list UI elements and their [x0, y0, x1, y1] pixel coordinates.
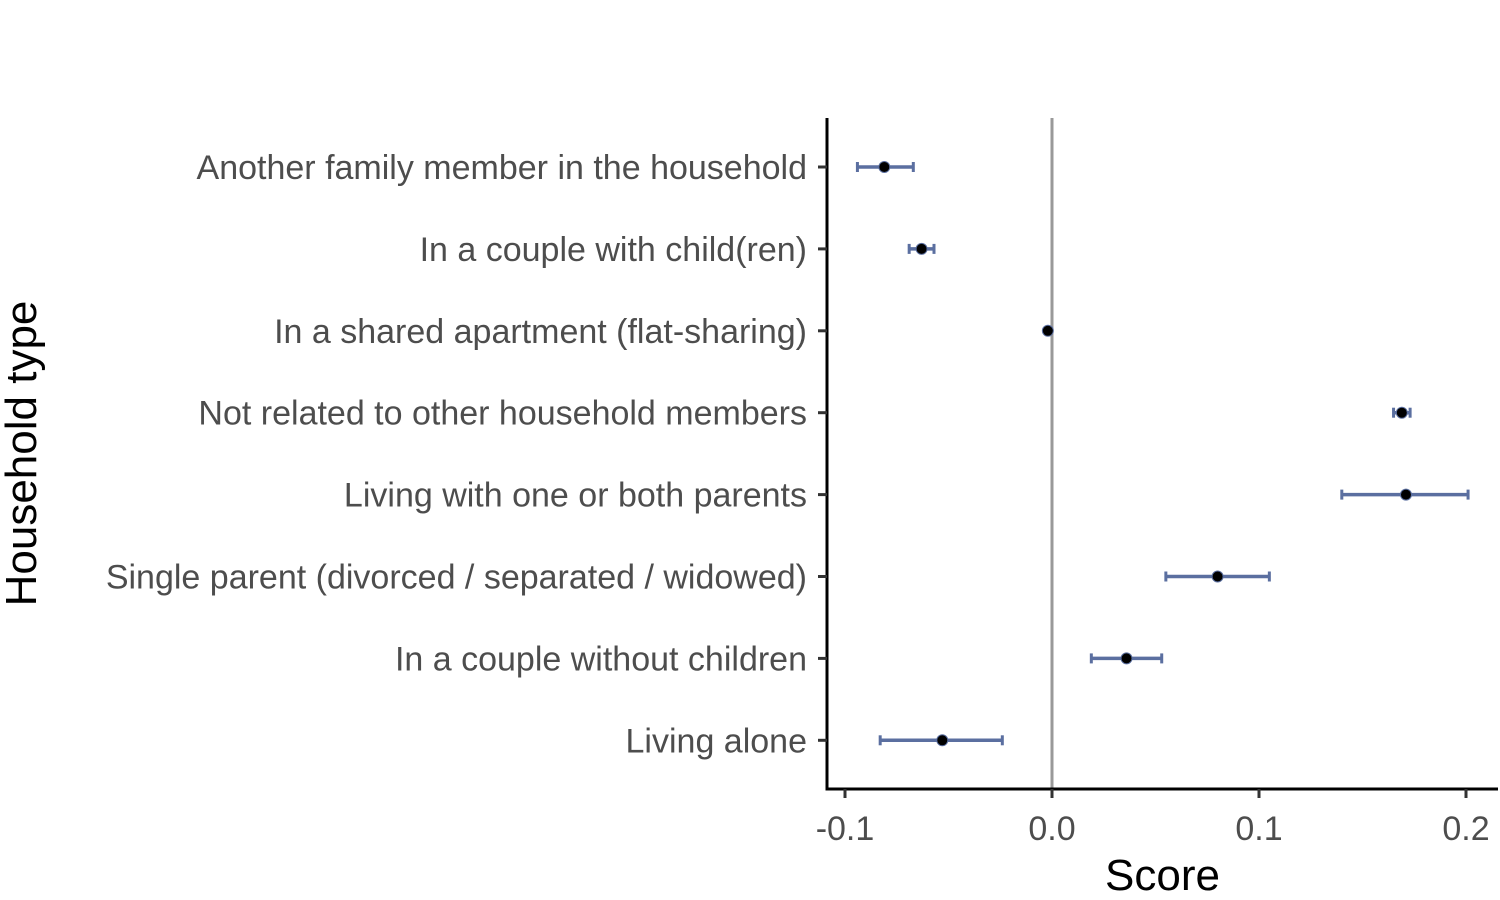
point-estimate: [1120, 652, 1133, 665]
y-tick-layer: Another family member in the household In…: [106, 149, 827, 760]
y-tick-label: Not related to other household members: [198, 395, 807, 433]
point-estimate: [936, 734, 949, 747]
point-estimate: [1399, 488, 1412, 501]
point-estimate: [1211, 570, 1224, 583]
point-estimate: [1395, 406, 1408, 419]
x-axis-title: Score: [1105, 851, 1220, 900]
x-tick-label: 0.2: [1442, 810, 1489, 848]
y-tick-label: In a shared apartment (flat-sharing): [274, 313, 807, 351]
x-tick-label: -0.1: [816, 810, 875, 848]
axis-layer: [825, 118, 1498, 791]
point-layer: [878, 161, 1412, 747]
y-tick-label: Single parent (divorced / separated / wi…: [106, 559, 807, 597]
x-tick-label: 0.1: [1235, 810, 1282, 848]
y-tick-label: Another family member in the household: [197, 149, 807, 187]
x-tick-label: 0.0: [1028, 810, 1075, 848]
point-estimate: [878, 161, 891, 173]
point-estimate: [1041, 324, 1054, 337]
point-estimate: [915, 242, 928, 255]
y-axis-title: Household type: [0, 301, 46, 607]
y-tick-label: In a couple without children: [395, 640, 807, 678]
y-tick-label: In a couple with child(ren): [420, 231, 807, 269]
errorbar-layer: [855, 162, 1470, 746]
y-tick-label: Living alone: [626, 722, 807, 760]
y-tick-label: Living with one or both parents: [344, 477, 807, 515]
x-tick-layer: -0.1 0.0 0.1 0.2: [816, 789, 1490, 848]
